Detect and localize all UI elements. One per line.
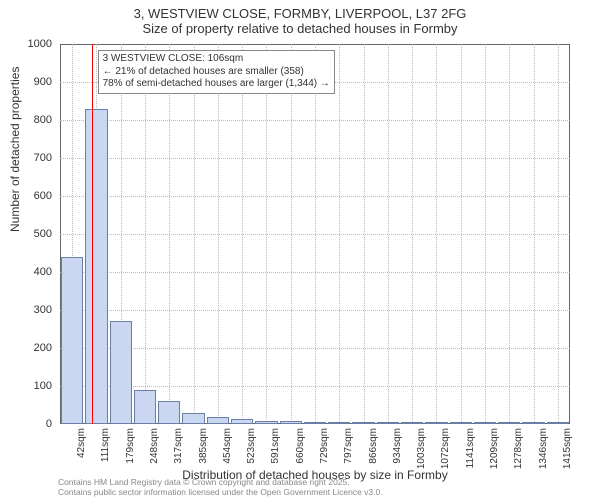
grid-line-v <box>461 44 462 424</box>
chart-title-line1: 3, WESTVIEW CLOSE, FORMBY, LIVERPOOL, L3… <box>0 0 600 21</box>
histogram-bar <box>182 413 204 424</box>
y-tick-label: 600 <box>34 190 52 202</box>
histogram-bar <box>134 390 156 424</box>
x-tick-label: 1415sqm <box>562 428 573 469</box>
x-tick-label: 1141sqm <box>465 428 476 468</box>
y-tick-label: 1000 <box>28 38 52 50</box>
chart-container: 3, WESTVIEW CLOSE, FORMBY, LIVERPOOL, L3… <box>0 0 600 500</box>
highlight-marker-line <box>92 44 93 424</box>
x-tick-label: 385sqm <box>198 428 209 464</box>
grid-line-v <box>218 44 219 424</box>
grid-line-v <box>194 44 195 424</box>
footer-line2: Contains public sector information licen… <box>58 488 383 498</box>
annotation-line2: 78% of semi-detached houses are larger (… <box>103 78 330 91</box>
y-tick-label: 700 <box>34 152 52 164</box>
x-tick-label: 111sqm <box>100 428 111 462</box>
x-tick-label: 1003sqm <box>416 428 427 469</box>
x-tick-container: 42sqm 111sqm 179sqm 248sqm 317sqm 385sqm 454sq… <box>60 424 570 474</box>
grid-line-v <box>388 44 389 424</box>
grid-line-v <box>485 44 486 424</box>
histogram-bar <box>61 257 83 424</box>
x-tick-label: 797sqm <box>343 428 354 464</box>
x-tick-label: 1209sqm <box>489 428 500 469</box>
x-tick-label: 454sqm <box>222 428 233 464</box>
x-tick-label: 42sqm <box>76 428 87 458</box>
y-tick-label: 900 <box>34 76 52 88</box>
histogram-bar <box>85 109 107 424</box>
grid-line-v <box>364 44 365 424</box>
x-tick-label: 866sqm <box>368 428 379 464</box>
x-tick-label: 523sqm <box>246 428 257 464</box>
x-tick-label: 1278sqm <box>513 428 524 469</box>
grid-line-v <box>145 44 146 424</box>
x-tick-label: 317sqm <box>173 428 184 464</box>
x-tick-label: 591sqm <box>270 428 281 464</box>
y-tick-label: 0 <box>46 418 52 430</box>
grid-line-v <box>242 44 243 424</box>
plot-area: 3 WESTVIEW CLOSE: 106sqm← 21% of detache… <box>60 44 570 424</box>
x-tick-label: 1072sqm <box>440 428 451 469</box>
y-tick-label: 100 <box>34 380 52 392</box>
grid-line-v <box>436 44 437 424</box>
grid-line-v <box>315 44 316 424</box>
grid-line-v <box>509 44 510 424</box>
chart-title-line2: Size of property relative to detached ho… <box>0 21 600 40</box>
y-tick-container: 01002003004005006007008009001000 <box>0 44 56 424</box>
grid-line-v <box>534 44 535 424</box>
y-tick-label: 800 <box>34 114 52 126</box>
grid-line-v <box>558 44 559 424</box>
annotation-line1: ← 21% of detached houses are smaller (35… <box>103 66 330 79</box>
x-tick-label: 179sqm <box>125 428 136 464</box>
x-tick-label: 660sqm <box>295 428 306 464</box>
grid-line-v <box>412 44 413 424</box>
grid-line-v <box>266 44 267 424</box>
histogram-bar <box>110 321 132 424</box>
annotation-title: 3 WESTVIEW CLOSE: 106sqm <box>103 53 330 66</box>
annotation-box: 3 WESTVIEW CLOSE: 106sqm← 21% of detache… <box>98 50 335 94</box>
grid-line-v <box>291 44 292 424</box>
x-tick-label: 1346sqm <box>538 428 549 469</box>
x-tick-label: 248sqm <box>149 428 160 464</box>
histogram-bar <box>158 401 180 424</box>
histogram-bar <box>207 417 229 424</box>
y-tick-label: 300 <box>34 304 52 316</box>
x-tick-label: 934sqm <box>392 428 403 464</box>
y-tick-label: 400 <box>34 266 52 278</box>
y-tick-label: 200 <box>34 342 52 354</box>
x-tick-label: 729sqm <box>319 428 330 464</box>
grid-line-v <box>339 44 340 424</box>
grid-line-v <box>169 44 170 424</box>
footer-attribution: Contains HM Land Registry data © Crown c… <box>58 478 383 498</box>
y-tick-label: 500 <box>34 228 52 240</box>
